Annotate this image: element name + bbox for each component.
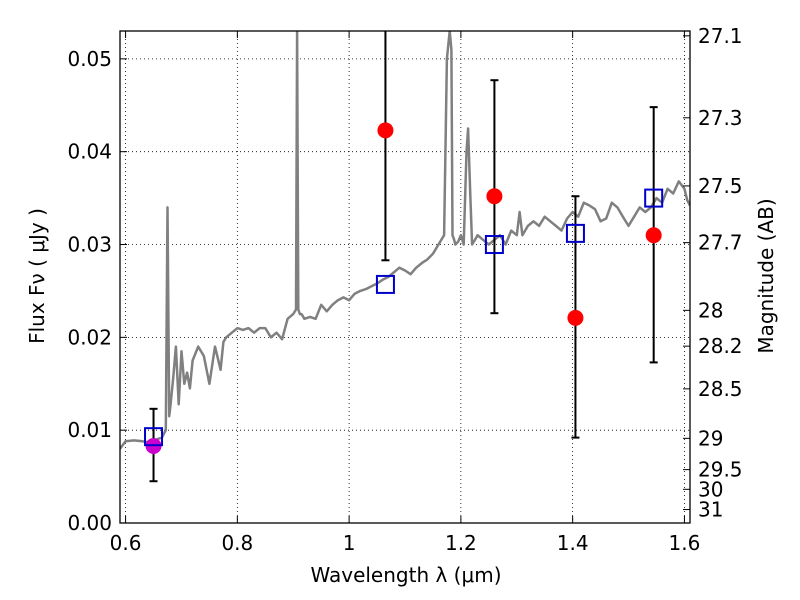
right-tick-label: 31 [698,498,723,522]
right-tick-label: 29.5 [698,458,743,482]
model-point-square [565,223,585,243]
right-tick-label: 30 [698,477,723,501]
right-tick-label: 29 [698,426,723,450]
y-tick-label: 0.00 [67,511,112,535]
model-point-square [644,188,664,208]
right-axis-title: Magnitude (AB) [754,198,778,353]
x-axis-title: Wavelength λ (μm) [310,563,501,587]
data-point [377,122,394,139]
y-tick-label: 0.01 [67,418,112,442]
x-tick-label: 0.6 [110,531,142,555]
model-point-square [144,427,164,447]
y-tick-label: 0.04 [67,140,112,164]
y-tick-label: 0.03 [67,233,112,257]
series-group [120,31,690,483]
data-point [645,227,662,244]
right-tick-label: 27.3 [698,106,743,130]
y-tick-label: 0.02 [67,325,112,349]
x-tick-label: 1.2 [445,531,477,555]
x-tick-label: 1.4 [557,531,589,555]
axes: 0.6 0.8 1 1.2 1.4 1.6 0.00 0.01 0.02 0.03 0.04 0.05… [67,24,742,555]
model-point-square [484,235,504,255]
right-tick-label: 28 [698,298,723,322]
right-tick-label: 27.5 [698,174,743,198]
data-point [567,309,584,326]
data-point [486,188,503,205]
right-tick-label: 28.5 [698,377,743,401]
model-spectrum-line [120,31,690,450]
y-tick-label: 0.05 [67,47,112,71]
right-tick-label: 27.1 [698,24,743,48]
right-tick-label: 28.2 [698,334,743,358]
x-tick-label: 0.8 [221,531,253,555]
x-tick-label: 1 [343,531,356,555]
y-axis-title: Flux Fν ( μJy ) [25,208,49,344]
plot-area [120,31,690,483]
plot-frame [119,30,691,524]
model-point-square [375,274,395,294]
right-tick-label: 27.7 [698,231,743,255]
grid [120,31,690,524]
x-tick-label: 1.6 [669,531,701,555]
